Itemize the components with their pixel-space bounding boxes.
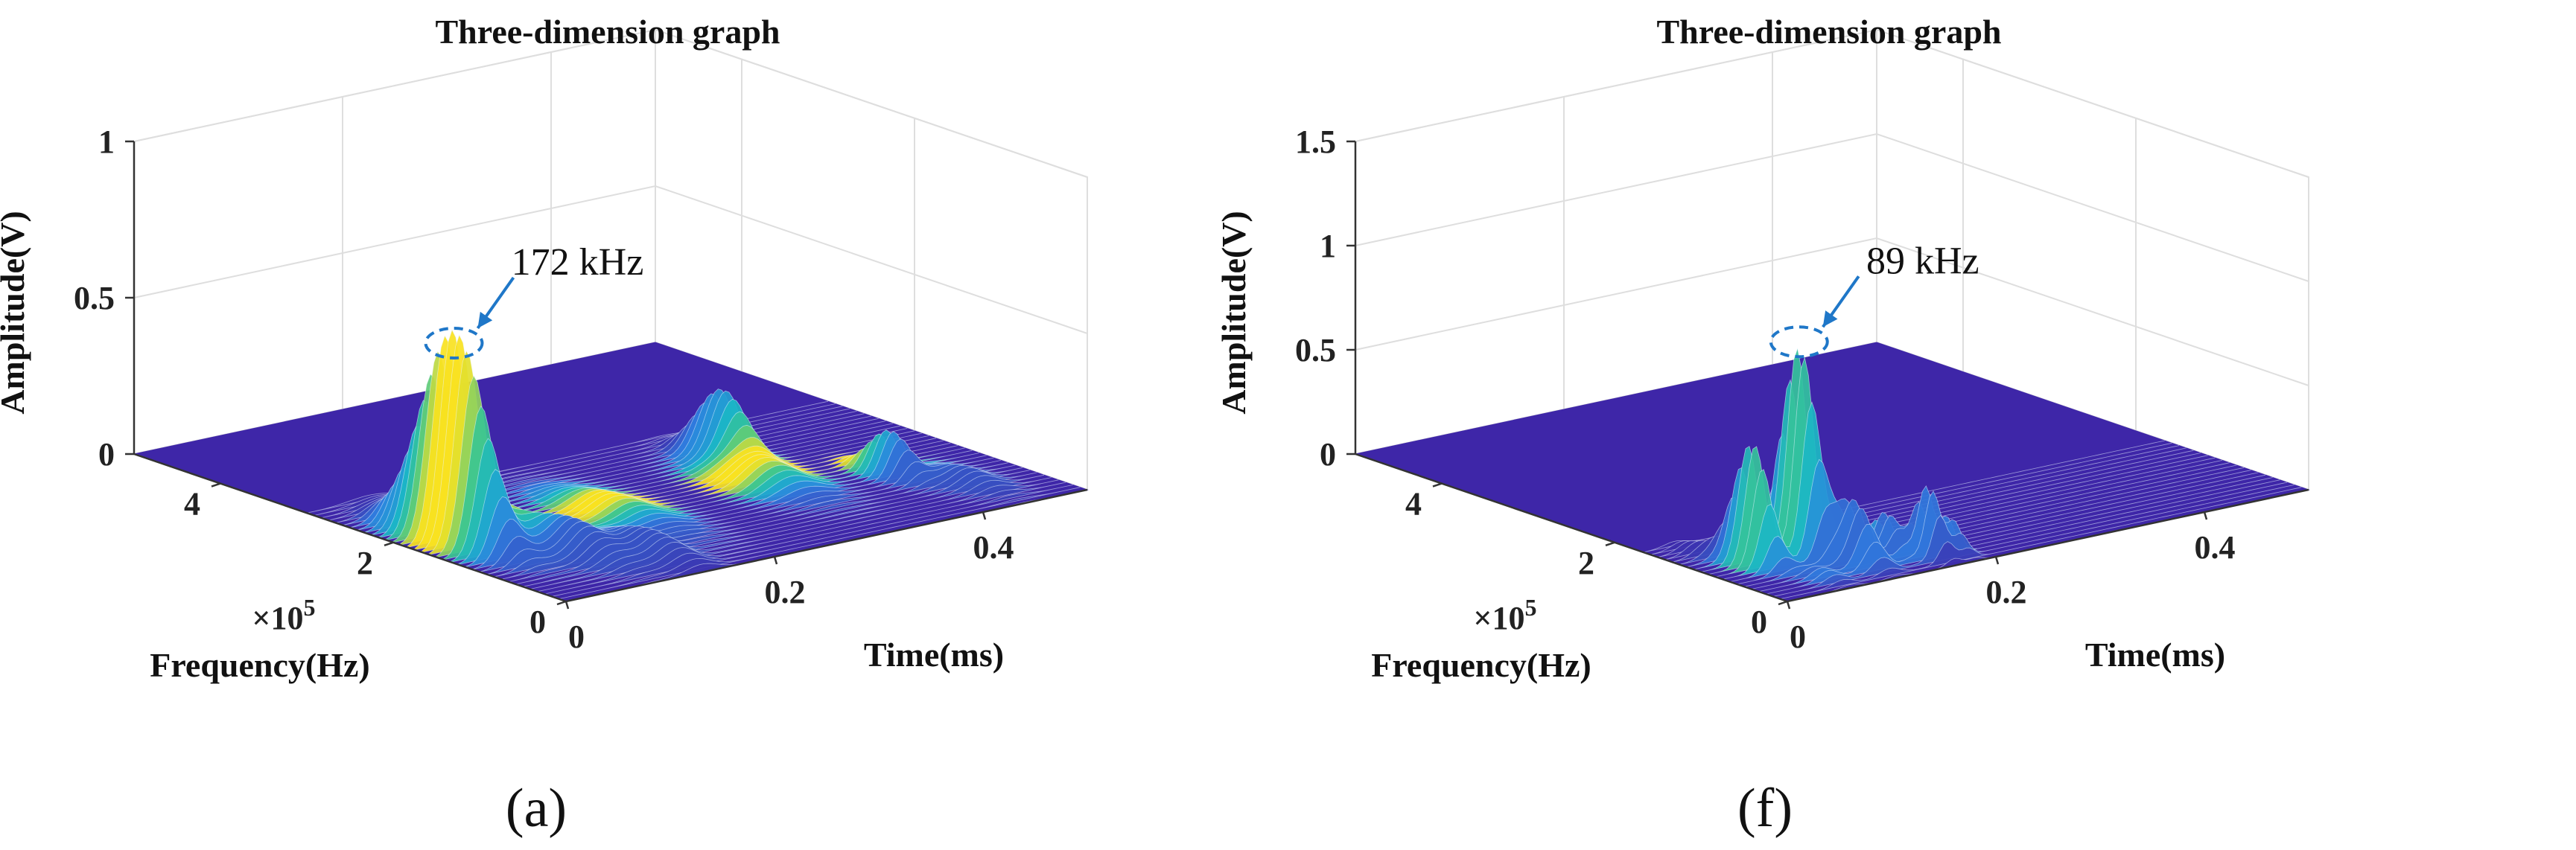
x-axis-label: Time(ms) [864, 636, 1004, 674]
y-axis-line [133, 453, 567, 603]
axes: 0 0.2 0.4 0 2 4 0 0.5 1 Time(ms) Frequency(Hz) Ampl… [0, 124, 1088, 684]
y-tick-label: 0 [529, 604, 546, 640]
z-axis-label: Amplitude(V) [0, 211, 31, 414]
x-tick [1994, 556, 2000, 565]
surface-slice [1772, 485, 2294, 597]
z-gridline [1355, 237, 2309, 386]
surface-slice [1780, 487, 2302, 600]
x-tick-label: 0.4 [2195, 529, 2236, 566]
z-gridline [1355, 28, 2309, 178]
peak-annotation-label: 172 kHz [512, 241, 644, 284]
y-tick [556, 600, 567, 606]
y-multiplier: ×105 [1473, 594, 1536, 636]
y-multiplier-exponent: 5 [1524, 594, 1536, 621]
annotation-arrow [1822, 275, 1860, 328]
axes: 0 0.2 0.4 0 2 4 0 0.5 1 1.5 Time(ms) Frequency(Hz) A… [1215, 124, 2309, 684]
x-tick [773, 556, 778, 565]
x-tick [982, 511, 987, 520]
x-tick-label: 0.4 [973, 529, 1014, 566]
z-tick-label: 0 [98, 436, 115, 473]
z-tick-label: 1 [98, 124, 115, 160]
annotation-arrow [476, 276, 515, 330]
y-multiplier-exponent: 5 [303, 594, 315, 621]
peak-highlight-ellipse [424, 326, 484, 360]
y-tick-label: 2 [357, 545, 373, 581]
y-multiplier-base: ×10 [1473, 600, 1524, 636]
z-axis-label: Amplitude(V) [1215, 211, 1253, 414]
x-tick-label: 0.2 [1986, 574, 2027, 610]
peak-highlight-ellipse [1769, 325, 1829, 359]
z-tick-label: 0.5 [1295, 332, 1336, 368]
y-tick [211, 482, 221, 488]
y-tick-label: 2 [1578, 545, 1594, 581]
z-tick-label: 0.5 [74, 280, 115, 316]
surface-peaks [1643, 347, 2309, 602]
y-axis-label: Frequency(Hz) [1371, 646, 1591, 684]
y-tick [1605, 541, 1615, 546]
y-tick-label: 4 [1405, 486, 1422, 523]
y-multiplier-base: ×10 [252, 600, 303, 636]
y-tick [1432, 482, 1443, 488]
y-tick-label: 0 [1751, 604, 1767, 640]
x-tick-label: 0 [1790, 619, 1806, 655]
y-tick-label: 4 [184, 486, 200, 523]
arrow-head [1822, 310, 1838, 327]
z-gridline [1355, 132, 2309, 282]
panel-label: (f) [1737, 778, 1793, 839]
z-tick-label: 1 [1320, 228, 1336, 264]
chart-panel-f: 0 0.2 0.4 0 2 4 0 0.5 1 1.5 Time(ms) Frequency(Hz) A… [1215, 13, 2310, 839]
chart-panel-a: 0 0.2 0.4 0 2 4 0 0.5 1 Time(ms) Frequency(Hz) Ampl… [0, 13, 1089, 839]
chart-title: Three-dimension graph [435, 13, 780, 51]
chart-title: Three-dimension graph [1656, 13, 2001, 51]
x-tick-label: 0.2 [765, 574, 806, 610]
z-gridline [133, 28, 1088, 178]
y-axis-label: Frequency(Hz) [150, 646, 370, 684]
x-tick [565, 601, 570, 610]
x-axis-line [1787, 488, 2309, 603]
z-gridline [133, 185, 1088, 334]
y-axis-line [1355, 453, 1788, 603]
x-tick [1786, 601, 1791, 610]
panel-label: (a) [506, 778, 567, 839]
z-tick-label: 1.5 [1295, 124, 1336, 160]
arrow-head [477, 311, 493, 328]
y-tick [384, 541, 394, 546]
x-tick-label: 0 [568, 619, 585, 655]
x-axis-label: Time(ms) [2085, 636, 2225, 674]
x-axis-line [565, 488, 1088, 603]
y-tick [1778, 600, 1788, 606]
y-multiplier: ×105 [252, 594, 315, 636]
peak-annotation-label: 89 kHz [1866, 240, 1979, 282]
z-tick-label: 0 [1320, 436, 1336, 473]
x-tick [2203, 511, 2208, 520]
